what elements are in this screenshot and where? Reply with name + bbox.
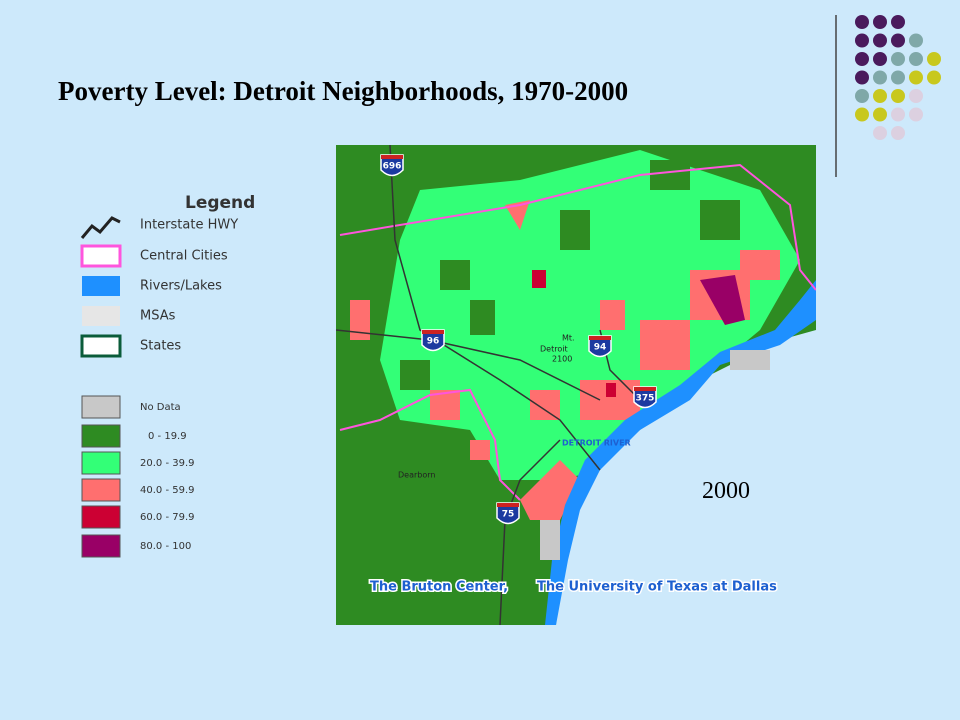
shield-band — [381, 155, 403, 159]
dot — [891, 107, 905, 122]
legend-symbol — [82, 306, 120, 326]
shield — [421, 329, 445, 352]
shield — [496, 502, 520, 525]
legend-label: Rivers/Lakes — [140, 279, 222, 294]
dot — [855, 70, 869, 85]
dot — [873, 70, 887, 85]
legend-label: 20.0 - 39.9 — [140, 458, 195, 469]
legend-label: Interstate HWY — [140, 218, 238, 233]
shield-band — [634, 387, 656, 391]
dot — [891, 89, 905, 103]
legend-label: MSAs — [140, 309, 176, 324]
map-tract — [540, 520, 560, 560]
legend-symbol — [81, 505, 121, 529]
legend-label: 80.0 - 100 — [140, 541, 191, 552]
dot — [909, 89, 923, 103]
shield-band — [589, 336, 611, 340]
legend-label: 60.0 - 79.9 — [140, 512, 195, 523]
dot — [909, 70, 923, 85]
shield-band — [422, 330, 444, 334]
place-label: Mt. — [562, 334, 575, 343]
map-area — [380, 150, 800, 480]
legend-label: 40.0 - 59.9 — [140, 485, 195, 496]
legend-symbol — [81, 534, 121, 558]
year-label: 2000 — [702, 478, 750, 504]
dot — [855, 107, 869, 122]
dot — [855, 33, 869, 48]
legend-symbol — [81, 478, 121, 502]
dot — [873, 52, 887, 66]
map-tract — [532, 270, 546, 288]
legend-symbol — [80, 334, 122, 358]
map-tracts — [400, 160, 740, 390]
river — [545, 280, 816, 625]
shield — [380, 154, 404, 177]
dot — [855, 89, 869, 103]
canada-side — [556, 330, 816, 625]
credit: The University of Texas at Dallas — [537, 580, 777, 595]
dot — [891, 52, 905, 66]
map: 696 96 94 375 75 Mt. Detroit 2100 DETROIT RI… — [336, 145, 816, 625]
dot — [873, 89, 887, 103]
legend-label: States — [140, 339, 181, 354]
shield-label: 375 — [636, 394, 655, 404]
credit: The Bruton Center, — [370, 580, 508, 595]
dot — [909, 33, 923, 48]
shields: 696 96 94 375 75 — [380, 154, 657, 525]
place-label: 2100 — [552, 355, 572, 364]
legend-symbol — [80, 244, 122, 268]
shield-label: 96 — [427, 337, 440, 347]
dot — [891, 70, 905, 85]
map-tract — [700, 275, 745, 325]
legend-title: Legend — [185, 193, 255, 213]
legend-label: No Data — [140, 402, 181, 413]
dot — [855, 15, 869, 29]
legend-symbol — [81, 424, 121, 448]
legend-label: Central Cities — [140, 249, 228, 264]
dot — [891, 15, 905, 29]
shield — [633, 386, 657, 409]
dot — [855, 52, 869, 66]
dot — [891, 33, 905, 48]
shield-label: 94 — [594, 343, 607, 353]
shield-label: 75 — [502, 510, 515, 520]
map-tract — [606, 383, 616, 397]
shield-label: 696 — [383, 162, 402, 172]
decoration-dots — [855, 15, 941, 140]
legend-symbol — [80, 216, 121, 239]
legend-label: 0 - 19.9 — [148, 431, 187, 442]
dot — [927, 52, 941, 66]
place-label: Dearborn — [398, 471, 435, 480]
shield — [588, 335, 612, 358]
map-tract — [730, 350, 770, 370]
legend-symbol — [82, 276, 120, 296]
shield-band — [497, 503, 519, 507]
legend-symbol — [81, 451, 121, 475]
city-boundary — [339, 163, 816, 291]
city-boundary — [339, 388, 521, 501]
dot — [873, 15, 887, 29]
legend: Legend Interstate HWY Central Cities Riv… — [72, 190, 294, 580]
dot — [891, 126, 905, 140]
place-label: DETROIT RIVER — [562, 439, 631, 448]
place-label: Detroit — [540, 345, 568, 354]
legend-symbol — [81, 395, 121, 419]
dot — [873, 107, 887, 122]
dot — [927, 70, 941, 85]
dot — [873, 33, 887, 48]
dot — [909, 52, 923, 66]
dot — [909, 107, 923, 122]
dot — [873, 126, 887, 140]
slide-title: Poverty Level: Detroit Neighborhoods, 19… — [58, 76, 628, 106]
